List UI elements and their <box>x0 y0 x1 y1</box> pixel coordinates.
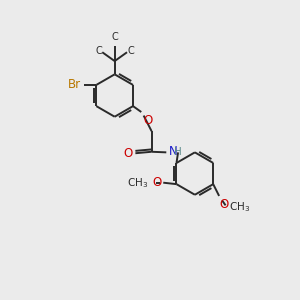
Text: Br: Br <box>68 78 81 92</box>
Text: N: N <box>169 145 177 158</box>
Text: C: C <box>95 46 102 56</box>
Text: O: O <box>143 114 152 127</box>
Text: O: O <box>124 147 133 160</box>
Text: O: O <box>152 176 162 189</box>
Text: H: H <box>174 147 182 158</box>
Text: O: O <box>220 198 229 211</box>
Text: CH$_3$: CH$_3$ <box>127 176 148 190</box>
Text: C: C <box>128 46 134 56</box>
Text: CH$_3$: CH$_3$ <box>230 200 250 214</box>
Text: C: C <box>111 32 118 42</box>
